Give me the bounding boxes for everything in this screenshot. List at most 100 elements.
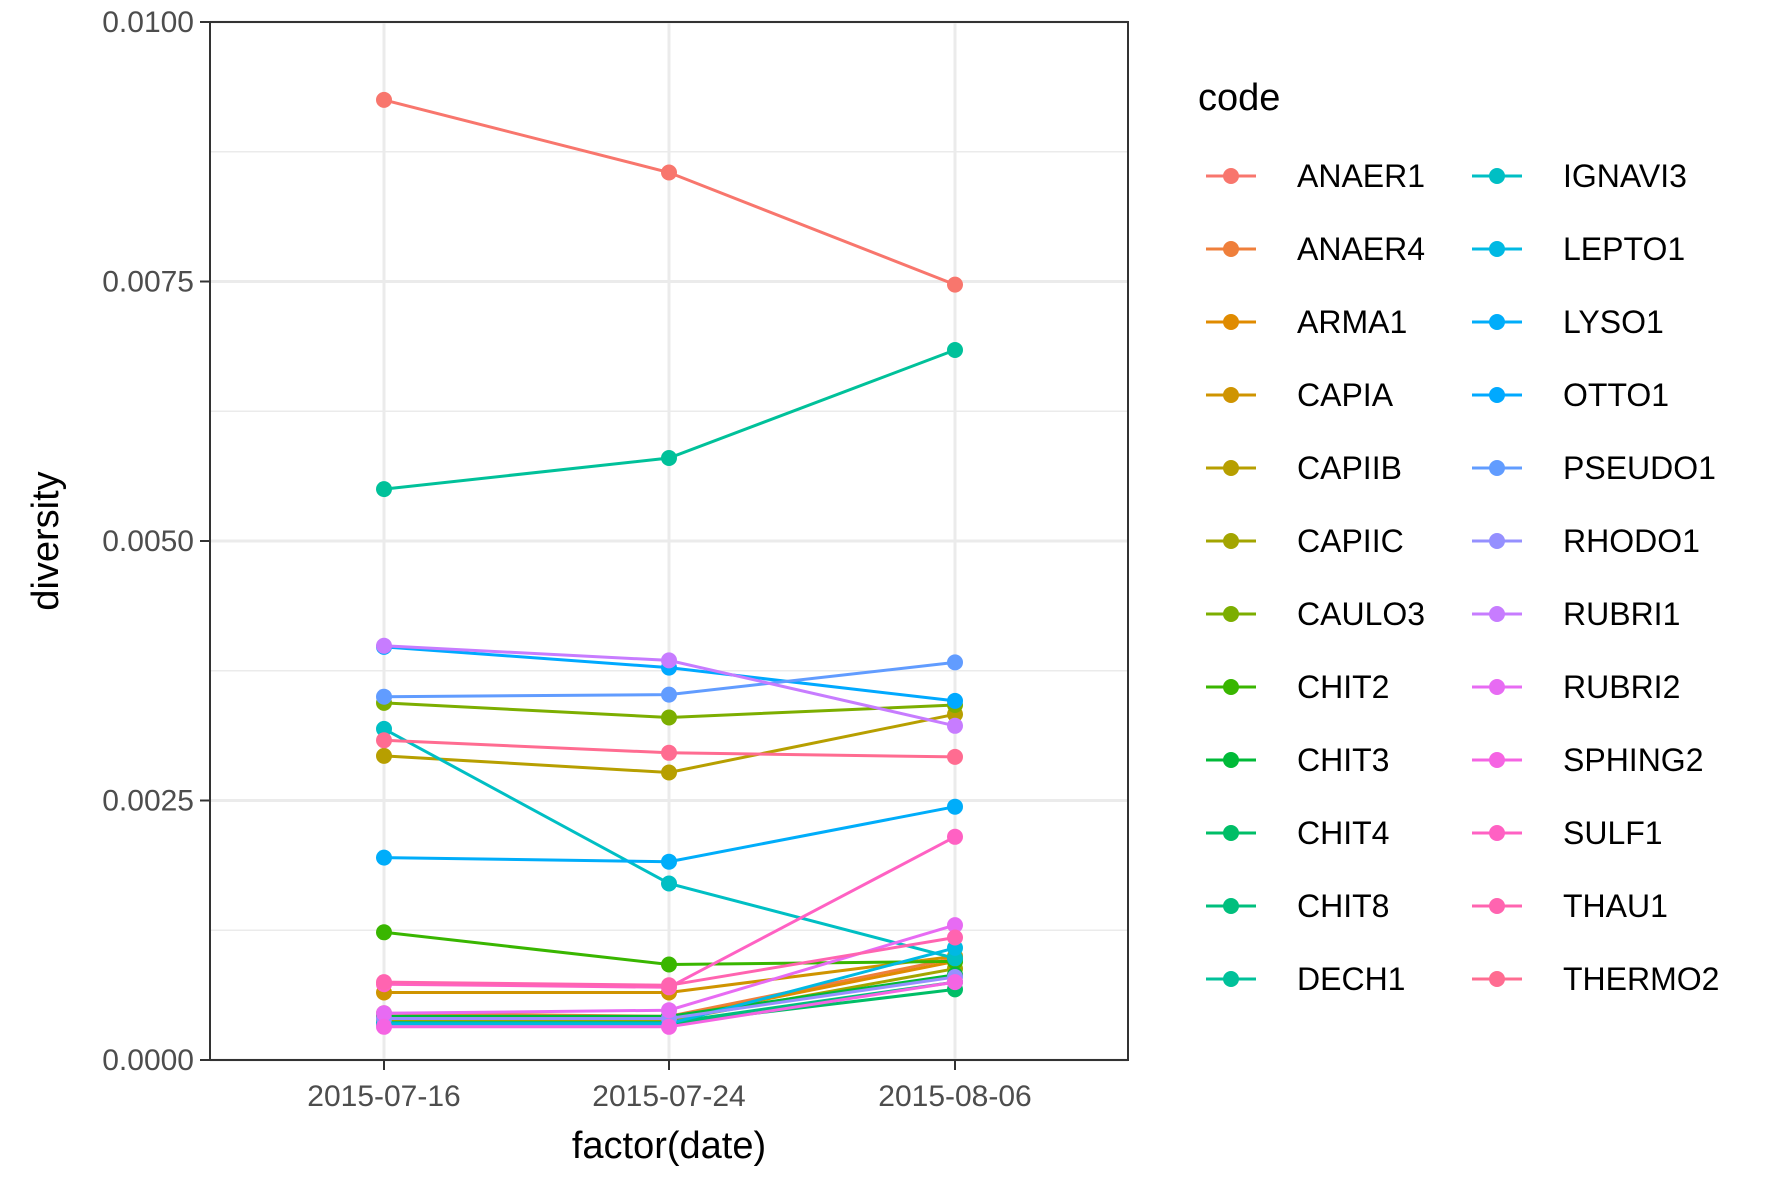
x-tick-label: 2015-07-16 bbox=[307, 1080, 460, 1113]
legend-item-rubri2: RUBRI2 bbox=[1472, 669, 1680, 705]
legend-label: ARMA1 bbox=[1297, 304, 1407, 340]
legend-label: CAPIIC bbox=[1297, 523, 1404, 559]
data-point bbox=[661, 450, 677, 466]
legend-key-point bbox=[1489, 533, 1505, 549]
data-point bbox=[947, 654, 963, 671]
y-axis-title: diversity bbox=[25, 471, 67, 610]
legend-item-capia: CAPIA bbox=[1206, 377, 1394, 413]
data-point bbox=[661, 1002, 677, 1019]
series-pseudo1 bbox=[376, 654, 963, 705]
legend-key-point bbox=[1223, 387, 1239, 403]
legend-key-point bbox=[1489, 606, 1505, 622]
legend-key-point bbox=[1489, 387, 1505, 403]
legend-key-point bbox=[1489, 168, 1505, 184]
data-point bbox=[661, 744, 677, 761]
data-point bbox=[947, 974, 963, 991]
legend-label: SPHING2 bbox=[1563, 742, 1703, 778]
legend-key-point bbox=[1489, 971, 1505, 987]
data-point bbox=[376, 747, 392, 764]
data-point bbox=[661, 1018, 677, 1035]
data-point bbox=[661, 164, 677, 181]
legend-key-point bbox=[1223, 825, 1239, 841]
legend-item-chit3: CHIT3 bbox=[1206, 742, 1389, 778]
legend-item-caulo3: CAULO3 bbox=[1206, 596, 1425, 632]
legend-key-point bbox=[1489, 679, 1505, 695]
legend-key-point bbox=[1489, 898, 1505, 914]
legend-key-point bbox=[1489, 314, 1505, 330]
data-point bbox=[661, 853, 677, 870]
legend-item-anaer1: ANAER1 bbox=[1206, 158, 1425, 194]
series-anaer1 bbox=[376, 91, 963, 293]
legend-label: CAPIA bbox=[1297, 377, 1394, 413]
data-point bbox=[661, 652, 677, 669]
legend-key-point bbox=[1223, 533, 1239, 549]
legend-label: RUBRI2 bbox=[1563, 669, 1680, 705]
legend-key-point bbox=[1489, 825, 1505, 841]
y-tick-label: 0.0100 bbox=[102, 6, 194, 39]
legend-item-chit2: CHIT2 bbox=[1206, 669, 1389, 705]
legend-item-chit8: CHIT8 bbox=[1206, 888, 1389, 924]
legend-label: CAULO3 bbox=[1297, 596, 1425, 632]
data-point bbox=[376, 481, 392, 498]
legend-label: THAU1 bbox=[1563, 888, 1668, 924]
data-point bbox=[947, 276, 963, 293]
legend-key-point bbox=[1223, 460, 1239, 476]
y-tick-label: 0.0050 bbox=[102, 525, 194, 558]
data-point bbox=[376, 849, 392, 866]
data-point bbox=[947, 828, 963, 845]
data-point bbox=[947, 798, 963, 815]
legend-label: THERMO2 bbox=[1563, 961, 1719, 997]
x-tick-label: 2015-07-24 bbox=[592, 1080, 745, 1113]
series-rubri1 bbox=[376, 637, 963, 734]
y-tick-label: 0.0075 bbox=[102, 266, 194, 299]
legend-key-point bbox=[1489, 460, 1505, 476]
data-point bbox=[947, 692, 963, 709]
series-thau1 bbox=[376, 929, 963, 994]
legend-item-dech1: DECH1 bbox=[1206, 961, 1405, 997]
legend-label: OTTO1 bbox=[1563, 377, 1669, 413]
data-point bbox=[376, 637, 392, 654]
data-point bbox=[661, 709, 677, 726]
series-lyso1 bbox=[376, 798, 963, 870]
legend-key-point bbox=[1223, 752, 1239, 768]
x-axis-title: factor(date) bbox=[572, 1125, 766, 1167]
legend-label: LEPTO1 bbox=[1563, 231, 1685, 267]
legend-label: ANAER4 bbox=[1297, 231, 1425, 267]
data-point bbox=[376, 1005, 392, 1022]
data-point bbox=[947, 342, 963, 358]
legend-item-thermo2: THERMO2 bbox=[1472, 961, 1719, 997]
legend-item-rubri1: RUBRI1 bbox=[1472, 596, 1680, 632]
axes: 0.0000 0.0025 0.0050 0.0075 0.0100 2015-07-16… bbox=[102, 6, 1032, 1113]
series-sphing2 bbox=[376, 974, 963, 1035]
legend-item-thau1: THAU1 bbox=[1472, 888, 1668, 924]
legend-label: ANAER1 bbox=[1297, 158, 1425, 194]
data-point bbox=[376, 974, 392, 991]
legend-label: CAPIIB bbox=[1297, 450, 1402, 486]
data-point bbox=[947, 917, 963, 934]
series-lines bbox=[376, 91, 963, 1035]
legend-label: CHIT8 bbox=[1297, 888, 1389, 924]
legend-label: CHIT4 bbox=[1297, 815, 1389, 851]
data-point bbox=[947, 929, 963, 946]
legend-label: PSEUDO1 bbox=[1563, 450, 1716, 486]
legend-item-lepto1: LEPTO1 bbox=[1472, 231, 1685, 267]
legend-label: RUBRI1 bbox=[1563, 596, 1680, 632]
legend-item-otto1: OTTO1 bbox=[1472, 377, 1669, 413]
series-thermo2 bbox=[376, 732, 963, 765]
data-point bbox=[661, 764, 677, 781]
legend-item-sphing2: SPHING2 bbox=[1472, 742, 1703, 778]
legend-key-point bbox=[1223, 241, 1239, 257]
data-point bbox=[661, 686, 677, 703]
legend-key-point bbox=[1223, 898, 1239, 914]
data-point bbox=[661, 956, 677, 973]
legend-item-chit4: CHIT4 bbox=[1206, 815, 1389, 851]
legend-key-point bbox=[1223, 971, 1239, 987]
data-point bbox=[947, 717, 963, 734]
legend-label: CHIT3 bbox=[1297, 742, 1389, 778]
legend-item-capiib: CAPIIB bbox=[1206, 450, 1402, 486]
series-chit2 bbox=[376, 924, 963, 973]
legend-title: code bbox=[1198, 77, 1280, 119]
data-point bbox=[376, 732, 392, 749]
legend-item-capiic: CAPIIC bbox=[1206, 523, 1404, 559]
